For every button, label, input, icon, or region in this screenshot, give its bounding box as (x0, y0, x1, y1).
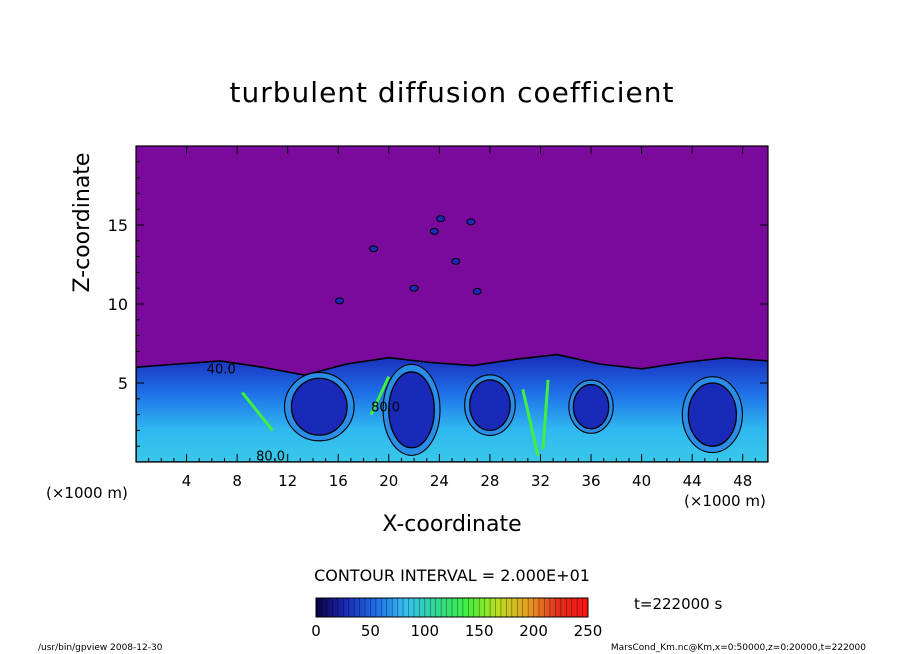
x-tick-label-7: 32 (531, 472, 550, 490)
blob-6 (472, 287, 482, 295)
y-axis-label: Z-coordinate (70, 152, 95, 293)
colorbar-tick-label-2: 100 (410, 622, 439, 640)
x-tick-label-2: 12 (278, 472, 297, 490)
contour-label-2: 80.0 (256, 449, 285, 464)
x-tick-label-11: 48 (733, 472, 752, 490)
y-tick-label-0: 5 (118, 374, 128, 393)
x-tick-label-1: 8 (232, 472, 242, 490)
x-tick-label-5: 24 (430, 472, 449, 490)
x-tick-label-4: 20 (379, 472, 398, 490)
blob-3 (335, 297, 345, 305)
blob-0 (436, 215, 446, 223)
colorbar-tick-label-3: 150 (465, 622, 494, 640)
time-label: t=222000 s (634, 595, 723, 613)
colorbar-tick-label-5: 250 (574, 622, 603, 640)
z-unit-label: (×1000 m) (46, 484, 128, 502)
green-streak-1 (521, 388, 540, 457)
footer-left: /usr/bin/gpview 2008-12-30 (38, 643, 163, 653)
cell-core-0 (290, 377, 348, 436)
contour-label-1: 80.0 (371, 400, 400, 415)
green-streak-0 (241, 391, 274, 432)
y-tick-label-2: 15 (108, 216, 128, 235)
footer-right: MarsCond_Km.nc@Km,x=0:50000,z=0:20000,t=… (610, 643, 866, 653)
x-unit-label: (×1000 m) (684, 492, 766, 510)
blob-4 (369, 245, 379, 253)
x-tick-label-9: 40 (632, 472, 651, 490)
x-axis-label: X-coordinate (0, 512, 904, 537)
blob-7 (451, 257, 461, 265)
green-streak-3 (369, 376, 391, 416)
blob-5 (409, 284, 419, 292)
colorbar-tick-label-1: 50 (361, 622, 380, 640)
contour-interval-label: CONTOUR INTERVAL = 2.000E+01 (314, 566, 590, 585)
boundary-layer-contour (136, 353, 768, 462)
cell-core-2 (469, 379, 511, 432)
boundary-layer (136, 354, 768, 462)
colorbar-tick-label-0: 0 (311, 622, 321, 640)
x-axis-label-text: X-coordinate (382, 512, 522, 537)
x-tick-label-10: 44 (683, 472, 702, 490)
x-tick-label-0: 4 (182, 472, 192, 490)
blob-1 (466, 218, 476, 226)
x-tick-label-8: 36 (581, 472, 600, 490)
contour-label-0: 40.0 (207, 363, 236, 378)
colorbar-tick-label-4: 200 (519, 622, 548, 640)
green-streak-2 (541, 379, 550, 450)
y-tick-label-1: 10 (108, 295, 128, 314)
x-tick-label-6: 28 (480, 472, 499, 490)
chart-title: turbulent diffusion coefficient (229, 76, 675, 109)
blob-2 (429, 227, 439, 235)
x-tick-label-3: 16 (329, 472, 348, 490)
cell-core-1 (388, 371, 435, 449)
cell-core-4 (687, 382, 738, 447)
cell-core-3 (572, 383, 610, 430)
heatmap-field (136, 146, 768, 462)
